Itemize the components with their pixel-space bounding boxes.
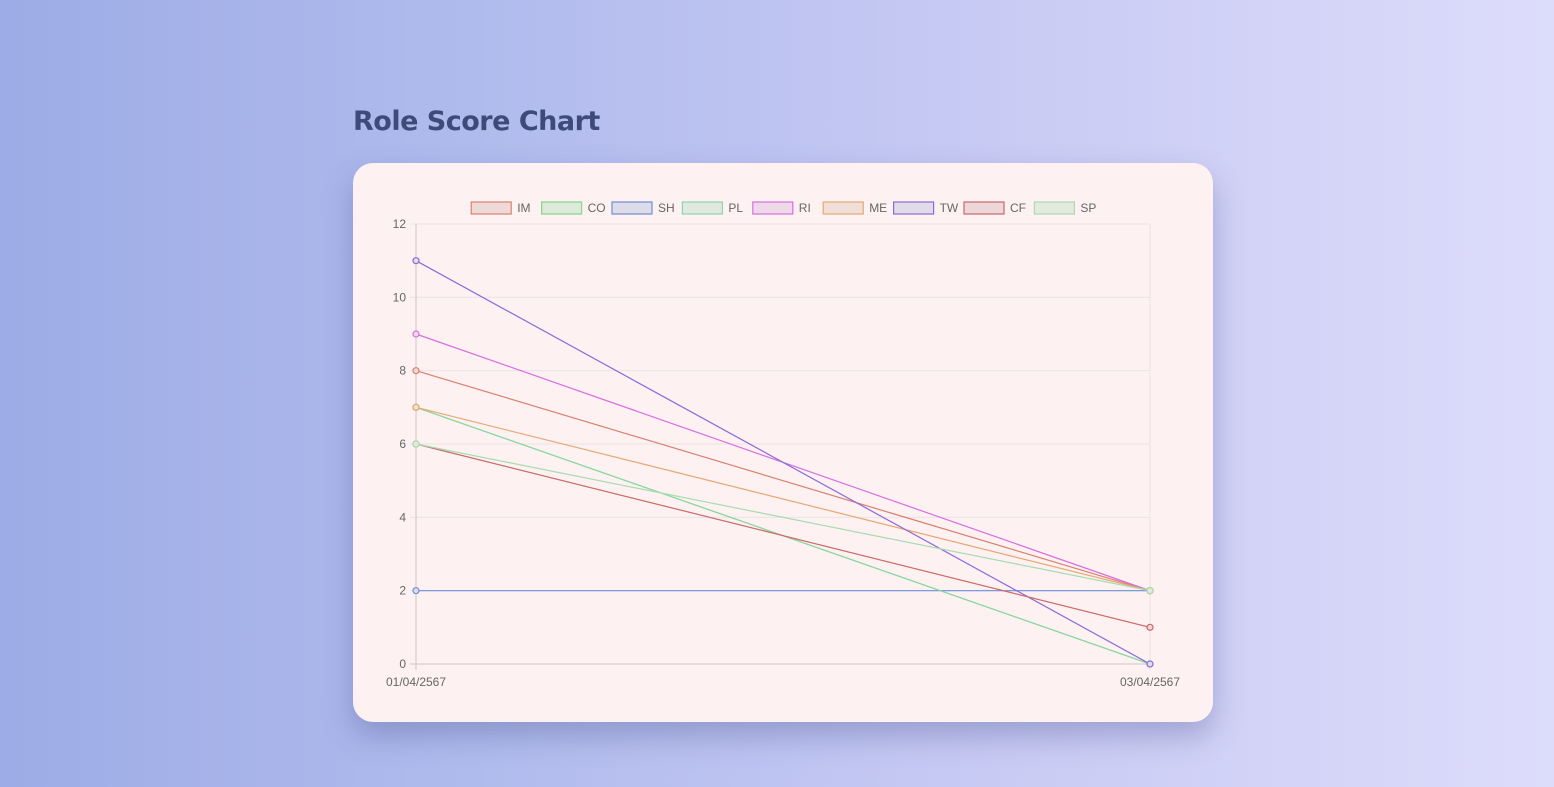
y-tick-label: 6 (399, 437, 406, 451)
legend-label-sh[interactable]: SH (658, 201, 675, 215)
y-tick-label: 8 (399, 364, 406, 378)
chart-card: 0 2 4 6 8 10 12 01/04/2567 03/04/2567 IM CO SH PL RI M… (353, 163, 1213, 722)
legend-swatch-tw[interactable] (892, 201, 935, 215)
y-tick-label: 12 (393, 217, 407, 231)
page-title: Role Score Chart (353, 106, 600, 137)
data-point-tw[interactable] (412, 257, 420, 265)
role-score-line-chart: 0 2 4 6 8 10 12 01/04/2567 03/04/2567 IM CO SH PL RI M… (386, 201, 1180, 689)
data-point-sp[interactable] (1146, 587, 1154, 595)
data-point-tw[interactable] (1146, 660, 1154, 668)
y-tick-label: 4 (399, 510, 406, 524)
legend-label-co[interactable]: CO (588, 201, 606, 215)
legend-swatch-sh[interactable] (611, 201, 653, 215)
legend-label-tw[interactable]: TW (940, 201, 959, 215)
legend-swatch-co[interactable] (541, 201, 583, 215)
data-point-sh[interactable] (412, 587, 420, 595)
y-tick-label: 10 (393, 290, 407, 304)
legend-label-cf[interactable]: CF (1010, 201, 1026, 215)
legend-swatch-sp[interactable] (1033, 201, 1076, 215)
legend-swatch-cf[interactable] (963, 201, 1005, 215)
x-tick-label: 01/04/2567 (386, 675, 446, 689)
series-line-im (415, 370, 1151, 592)
y-tick-label: 0 (399, 657, 406, 671)
series-line-sp (415, 443, 1151, 592)
data-point-ri[interactable] (412, 330, 420, 338)
legend-label-pl[interactable]: PL (728, 201, 743, 215)
data-point-sp[interactable] (412, 440, 420, 448)
series-line-cf (415, 443, 1151, 628)
legend-label-me[interactable]: ME (869, 201, 887, 215)
y-tick-label: 2 (399, 584, 406, 598)
legend-label-im[interactable]: IM (517, 201, 530, 215)
legend-label-sp[interactable]: SP (1080, 201, 1096, 215)
legend-swatch-pl[interactable] (681, 201, 723, 215)
x-tick-label: 03/04/2567 (1120, 675, 1180, 689)
legend-label-ri[interactable]: RI (799, 201, 811, 215)
data-point-me[interactable] (412, 403, 420, 411)
legend-swatch-ri[interactable] (752, 201, 794, 215)
legend-swatch-me[interactable] (822, 201, 864, 215)
data-point-im[interactable] (412, 367, 420, 375)
data-point-cf[interactable] (1146, 623, 1154, 631)
series-line-tw (415, 260, 1151, 665)
legend-swatch-im[interactable] (470, 201, 512, 215)
series-line-me (415, 406, 1151, 592)
